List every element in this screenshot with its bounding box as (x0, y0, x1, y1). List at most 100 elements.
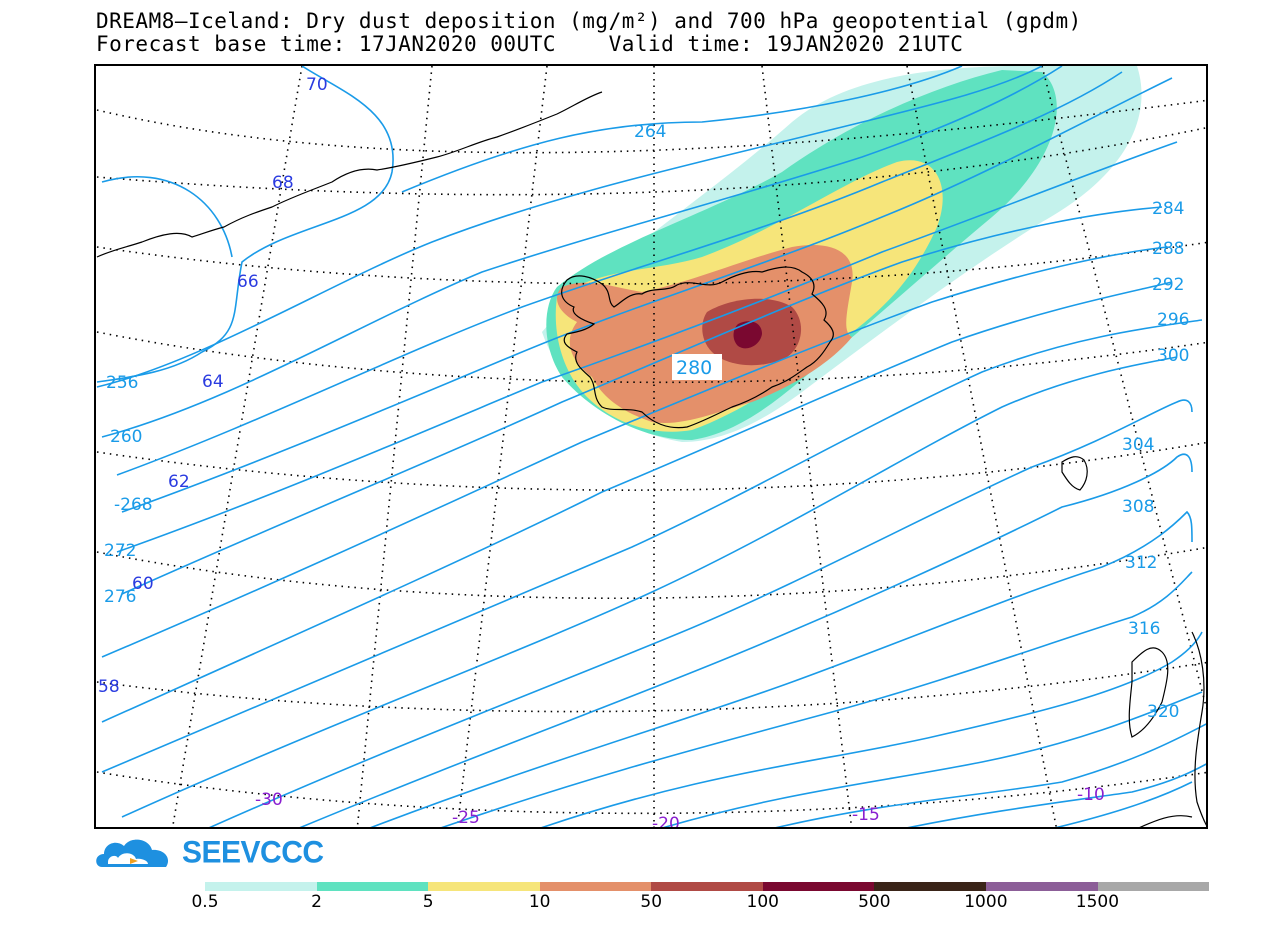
contour-line (775, 723, 1206, 827)
geopotential-contours (96, 66, 1206, 827)
contour-label-box (672, 354, 722, 380)
contour-label: 60 (132, 574, 154, 594)
norway-coastline (1191, 631, 1206, 826)
contour-line (441, 571, 1193, 827)
colorbar-swatch (205, 882, 317, 891)
colorbar-swatch (874, 882, 986, 891)
parallel-line (96, 126, 1206, 196)
colorbar-swatch (651, 882, 763, 891)
longitude-label: -10 (1077, 785, 1105, 805)
contour-line (907, 763, 1206, 827)
britain-coastline (1139, 815, 1193, 827)
logo-wordmark: SEEVCCC (182, 835, 324, 870)
parallel-line (96, 99, 1206, 154)
parallel-line (96, 546, 1206, 600)
map-canvas: 70 264 68 66 284 288 292 296 300 256 64 … (96, 66, 1206, 829)
longitude-label: -25 (452, 808, 480, 828)
colorbar-tick-label: 0.5 (191, 892, 219, 912)
faroe-coastline (1061, 456, 1088, 491)
greenland-coastline (96, 91, 603, 258)
contour-line (209, 399, 1193, 827)
meridian-line (456, 66, 548, 827)
contour-line (121, 77, 1173, 513)
longitude-label: -30 (255, 790, 283, 810)
contour-label: 264 (634, 122, 666, 142)
contour-label: 58 (98, 677, 120, 697)
contour-line (101, 281, 1173, 723)
longitude-label: -20 (652, 814, 680, 829)
contour-line (662, 691, 1203, 827)
colorbar-tick-label: 50 (640, 892, 663, 912)
contour-label: 70 (306, 75, 328, 95)
contour-line (116, 71, 1123, 476)
colorbar (205, 882, 1210, 891)
colorbar-tick-label: 1500 (1075, 892, 1120, 912)
cloud-icon (96, 839, 169, 867)
contour-label: 308 (1122, 497, 1154, 517)
contour-line (541, 631, 1203, 827)
map-title: DREAM8–Iceland: Dry dust deposition (mg/… (96, 9, 1082, 33)
colorbar-swatch (985, 882, 1098, 891)
contour-label: -268 (114, 495, 153, 515)
colorbar-swatch (316, 882, 429, 891)
colorbar-swatch (1097, 882, 1210, 891)
contour-line (101, 246, 1168, 658)
contour-label: 316 (1128, 619, 1160, 639)
parallel-line (96, 241, 1206, 285)
contour-line (116, 141, 1178, 553)
contour-label: 296 (1157, 310, 1189, 330)
contour-label: 292 (1152, 275, 1184, 295)
longitude-label: -15 (852, 805, 880, 825)
contour-label: 280 (676, 357, 712, 379)
contour-line (370, 510, 1193, 827)
colorbar-tick-label: 1000 (964, 892, 1008, 912)
contour-label: 312 (1125, 553, 1157, 573)
contour-labels: 70 264 68 66 284 288 292 296 300 256 64 … (98, 75, 1189, 722)
contour-label: 304 (1122, 435, 1154, 455)
contour-label: 288 (1152, 239, 1184, 259)
contour-label: 272 (104, 541, 136, 561)
contour-label: 62 (168, 472, 190, 492)
contour-line (96, 66, 394, 383)
colorbar-tick-label: 10 (528, 892, 551, 912)
contour-line (96, 66, 1043, 388)
contour-label: 320 (1147, 702, 1179, 722)
contour-label: 66 (237, 272, 259, 292)
parallel-line (96, 331, 1206, 384)
contour-line (299, 453, 1193, 827)
colorbar-swatch (428, 882, 540, 891)
contour-label: 260 (110, 427, 142, 447)
contour-line (101, 66, 1063, 438)
map-panel: 70 264 68 66 284 288 292 296 300 256 64 … (94, 64, 1208, 829)
contour-label: 256 (106, 373, 138, 393)
contour-label: 68 (272, 173, 294, 193)
contour-line (121, 356, 1178, 818)
parallel-line (96, 661, 1206, 713)
contour-line (1055, 781, 1193, 827)
colorbar-tick-label: 5 (422, 892, 434, 912)
colorbar-tick-label: 100 (746, 892, 779, 912)
parallel-line (96, 771, 1206, 815)
longitude-labels: -30 -25 -20 -15 -10 (255, 785, 1105, 829)
seevccc-logo (96, 839, 169, 867)
colorbar-swatch (762, 882, 875, 891)
parallel-line (96, 441, 1206, 491)
contour-label: 284 (1152, 199, 1184, 219)
coastlines (96, 91, 1206, 827)
meridian-line (1041, 66, 1206, 710)
iceland-coastline (561, 266, 834, 429)
contour-line (401, 66, 963, 193)
colorbar-swatch (539, 882, 652, 891)
meridian-line (356, 66, 433, 827)
colorbar-tick-label: 500 (858, 892, 891, 912)
colorbar-tick-label: 2 (311, 892, 322, 912)
scotland-coastline (1128, 647, 1169, 738)
contour-label: 300 (1157, 346, 1189, 366)
contour-line (121, 206, 1163, 595)
contour-line (101, 176, 233, 258)
contour-label: 64 (202, 372, 224, 392)
dust-shade-100 (733, 321, 762, 349)
dust-deposition-field (542, 66, 1142, 442)
contour-label: 276 (104, 587, 136, 607)
contour-line (101, 319, 1203, 773)
